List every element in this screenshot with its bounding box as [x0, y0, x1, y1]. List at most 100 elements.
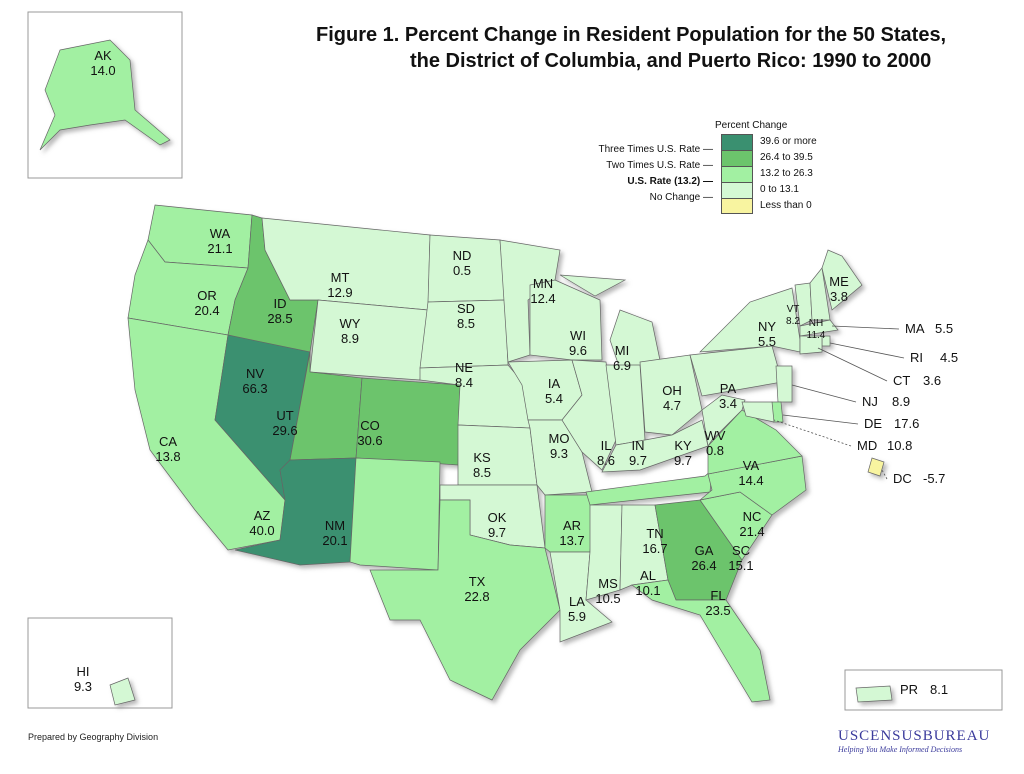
state-abbr-label: DE: [864, 416, 882, 431]
census-bureau-logo: USCENSUSBUREAU Helping You Make Informed…: [838, 728, 990, 754]
state-abbr-label: MD: [857, 438, 877, 453]
legend-class-label: Less than 0: [760, 200, 812, 211]
state-abbr-label: AK: [94, 48, 112, 63]
state-value-label: 9.3: [550, 446, 568, 461]
state-abbr-label: MA: [905, 321, 925, 336]
state-abbr-label: PA: [720, 381, 737, 396]
legend-heading: Percent Change: [715, 120, 788, 131]
legend-rate-label: No Change —: [649, 192, 713, 203]
state-tn: [585, 469, 713, 506]
state-abbr-label: OH: [662, 383, 682, 398]
state-abbr-label: MN: [533, 276, 553, 291]
state-value-label: -5.7: [923, 471, 945, 486]
state-value-label: 9.7: [488, 525, 506, 540]
state-abbr-label: WY: [340, 316, 361, 331]
state-abbr-label: MS: [598, 576, 618, 591]
state-value-label: 9.3: [74, 679, 92, 694]
legend-swatch: [721, 166, 753, 182]
state-value-label: 4.7: [663, 398, 681, 413]
state-wa: [147, 204, 253, 269]
legend-class-label: 13.2 to 26.3: [760, 168, 813, 179]
legend-rate-label: Two Times U.S. Rate —: [606, 160, 713, 171]
state-value-label: 21.4: [739, 524, 764, 539]
state-abbr-label: IN: [632, 438, 645, 453]
state-ny: [699, 287, 801, 353]
state-value-label: 11.4: [807, 330, 826, 341]
state-value-label: 66.3: [242, 381, 267, 396]
state-abbr-label: MT: [331, 270, 350, 285]
state-abbr-label: UT: [276, 408, 293, 423]
state-nm: [349, 457, 441, 571]
logo-tagline: Helping You Make Informed Decisions: [838, 745, 963, 754]
state-value-label: 0.8: [706, 443, 724, 458]
state-nj: [775, 365, 793, 403]
leader-line: [831, 325, 900, 330]
state-hi: [109, 677, 136, 706]
state-value-label: 30.6: [357, 433, 382, 448]
state-value-label: 10.1: [635, 583, 660, 598]
state-ks: [457, 424, 538, 486]
state-value-label: 8.9: [892, 394, 910, 409]
state-abbr-label: KY: [674, 438, 692, 453]
state-md: [741, 401, 775, 423]
state-abbr-label: VT: [787, 304, 800, 315]
state-ma: [799, 319, 839, 337]
state-abbr-label: ID: [274, 296, 287, 311]
state-value-label: 20.1: [322, 533, 347, 548]
state-abbr-label: AL: [640, 568, 656, 583]
state-tx: [369, 499, 561, 701]
state-value-label: 14.4: [738, 473, 763, 488]
state-value-label: 13.8: [155, 449, 180, 464]
state-value-label: 0.5: [453, 263, 471, 278]
state-value-label: 14.0: [90, 63, 115, 78]
state-fl: [631, 579, 771, 703]
legend-swatch: [721, 198, 753, 214]
puerto-rico-inset-frame: [844, 669, 1003, 711]
leader-line: [881, 469, 888, 480]
state-value-label: 17.6: [894, 416, 919, 431]
state-abbr-label: IL: [601, 438, 612, 453]
state-abbr-label: NY: [758, 319, 776, 334]
state-abbr-label: PR: [900, 682, 918, 697]
state-abbr-label: NC: [743, 509, 762, 524]
legend-rate-label: U.S. Rate (13.2) —: [627, 176, 713, 187]
state-value-label: 21.1: [207, 241, 232, 256]
state-abbr-label: AR: [563, 518, 581, 533]
state-value-label: 29.6: [272, 423, 297, 438]
state-abbr-label: LA: [569, 594, 585, 609]
title-line-2: the District of Columbia, and Puerto Ric…: [410, 50, 932, 72]
state-value-label: 13.7: [559, 533, 584, 548]
state-value-label: 4.5: [940, 350, 958, 365]
state-value-label: 15.1: [728, 558, 753, 573]
state-value-label: 26.4: [691, 558, 716, 573]
state-value-label: 3.6: [923, 373, 941, 388]
state-wv: [701, 394, 746, 447]
state-value-label: 9.7: [629, 453, 647, 468]
state-abbr-label: OK: [488, 510, 507, 525]
state-value-label: 8.5: [473, 465, 491, 480]
leader-line: [782, 414, 859, 425]
state-abbr-label: DC: [893, 471, 912, 486]
state-value-label: 8.9: [341, 331, 359, 346]
legend-swatch: [721, 150, 753, 166]
state-abbr-label: OR: [197, 288, 217, 303]
state-abbr-label: CT: [893, 373, 910, 388]
state-wi: [529, 279, 603, 361]
state-value-label: 8.5: [457, 316, 475, 331]
title-line-1: Figure 1. Percent Change in Resident Pop…: [316, 24, 947, 46]
state-abbr-label: RI: [910, 350, 923, 365]
legend-class-label: 26.4 to 39.5: [760, 152, 813, 163]
state-abbr-label: MI: [615, 343, 629, 358]
state-mi: [559, 274, 627, 297]
state-abbr-label: ME: [829, 274, 849, 289]
state-value-label: 5.4: [545, 391, 563, 406]
state-value-label: 5.5: [935, 321, 953, 336]
state-abbr-label: NJ: [862, 394, 878, 409]
state-abbr-label: GA: [695, 543, 714, 558]
state-me: [821, 249, 863, 311]
legend-class-label: 39.6 or more: [760, 136, 817, 147]
state-abbr-label: WI: [570, 328, 586, 343]
logo-name: USCENSUSBUREAU: [838, 728, 991, 744]
state-pr: [855, 685, 893, 703]
